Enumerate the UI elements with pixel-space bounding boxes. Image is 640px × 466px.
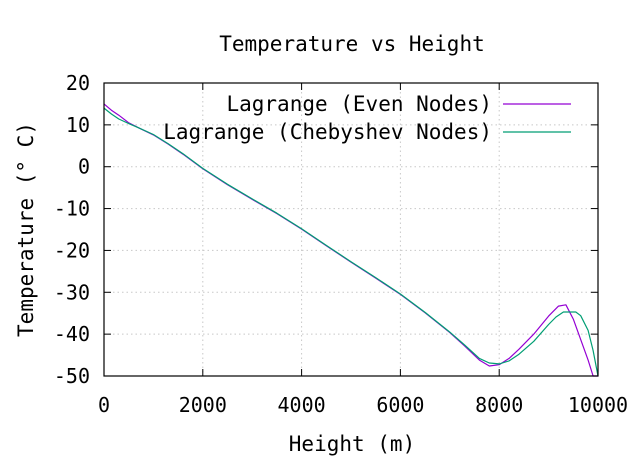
plot-frame — [103, 82, 599, 377]
y-tick-label: -30 — [54, 280, 90, 304]
x-tick-label: 10000 — [568, 393, 628, 417]
legend-label-chebyshev: Lagrange (Chebyshev Nodes) — [163, 120, 492, 144]
y-tick-label: 20 — [66, 71, 90, 95]
y-tick-label: 10 — [66, 113, 90, 137]
series-line-chebyshev-nodes — [103, 107, 599, 377]
y-tick-label: -20 — [54, 238, 90, 262]
x-tick-label: 4000 — [278, 393, 326, 417]
x-tick-label: 6000 — [376, 393, 424, 417]
axis-ticks — [103, 82, 599, 377]
y-tick-label: -40 — [54, 322, 90, 346]
legend-label-even: Lagrange (Even Nodes) — [226, 92, 492, 116]
y-tick-label: 0 — [78, 155, 90, 179]
legend: Lagrange (Even Nodes) Lagrange (Chebyshe… — [163, 92, 571, 144]
y-axis-title: Temperature (° C) — [14, 122, 38, 337]
x-tick-label: 2000 — [179, 393, 227, 417]
x-axis-title: Height (m) — [289, 432, 415, 456]
chart-title: Temperature vs Height — [219, 32, 485, 56]
series-line-even-nodes — [103, 103, 598, 377]
y-tick-label: -10 — [54, 197, 90, 221]
grid — [104, 83, 598, 376]
x-tick-label: 0 — [98, 393, 110, 417]
series-lines — [103, 103, 599, 377]
x-tick-label: 8000 — [475, 393, 523, 417]
y-tick-label: -50 — [54, 364, 90, 388]
tick-labels: 0 2000 4000 6000 8000 10000 -50 -40 -30 -20 -10 0 10… — [54, 71, 628, 417]
